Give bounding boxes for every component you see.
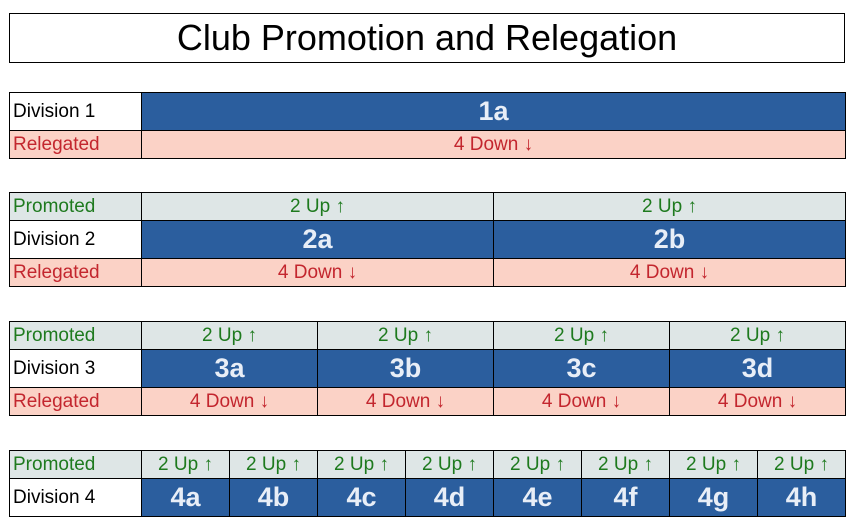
promotion-cell: 2 Up ↑ xyxy=(581,450,670,479)
promotion-cell: 2 Up ↑ xyxy=(493,192,846,221)
relegated-label: Relegated xyxy=(9,258,142,287)
league-cell-4b: 4b xyxy=(229,478,318,517)
division-label: Division 1 xyxy=(9,92,142,131)
relegation-cell: 4 Down ↓ xyxy=(141,258,494,287)
promoted-label: Promoted xyxy=(9,192,142,221)
promotion-cell: 2 Up ↑ xyxy=(757,450,846,479)
relegation-cell: 4 Down ↓ xyxy=(669,387,846,416)
promoted-label: Promoted xyxy=(9,450,142,479)
division-label: Division 2 xyxy=(9,220,142,259)
league-cell-4d: 4d xyxy=(405,478,494,517)
promotion-cell: 2 Up ↑ xyxy=(141,450,230,479)
league-cell-2b: 2b xyxy=(493,220,846,259)
page-title: Club Promotion and Relegation xyxy=(9,13,845,63)
league-cell-4c: 4c xyxy=(317,478,406,517)
league-cell-4a: 4a xyxy=(141,478,230,517)
promotion-cell: 2 Up ↑ xyxy=(405,450,494,479)
league-cell-3a: 3a xyxy=(141,349,318,388)
relegation-cell: 4 Down ↓ xyxy=(317,387,494,416)
relegation-cell: 4 Down ↓ xyxy=(141,130,846,159)
promoted-label: Promoted xyxy=(9,321,142,350)
promotion-cell: 2 Up ↑ xyxy=(317,321,494,350)
relegated-label: Relegated xyxy=(9,130,142,159)
promotion-cell: 2 Up ↑ xyxy=(317,450,406,479)
league-cell-3d: 3d xyxy=(669,349,846,388)
league-cell-1a: 1a xyxy=(141,92,846,131)
league-cell-4g: 4g xyxy=(669,478,758,517)
league-cell-4f: 4f xyxy=(581,478,670,517)
league-cell-3c: 3c xyxy=(493,349,670,388)
league-cell-3b: 3b xyxy=(317,349,494,388)
promotion-cell: 2 Up ↑ xyxy=(669,321,846,350)
league-cell-4h: 4h xyxy=(757,478,846,517)
promotion-cell: 2 Up ↑ xyxy=(669,450,758,479)
league-cell-2a: 2a xyxy=(141,220,494,259)
league-cell-4e: 4e xyxy=(493,478,582,517)
division-label: Division 4 xyxy=(9,478,142,517)
promotion-cell: 2 Up ↑ xyxy=(229,450,318,479)
relegation-cell: 4 Down ↓ xyxy=(493,387,670,416)
relegated-label: Relegated xyxy=(9,387,142,416)
relegation-cell: 4 Down ↓ xyxy=(493,258,846,287)
division-1-table: Division 1 1a Relegated 4 Down ↓ xyxy=(9,92,846,159)
promotion-cell: 2 Up ↑ xyxy=(141,192,494,221)
relegation-cell: 4 Down ↓ xyxy=(141,387,318,416)
promotion-cell: 2 Up ↑ xyxy=(493,450,582,479)
division-2-table: Promoted 2 Up ↑ 2 Up ↑ Division 2 2a 2b … xyxy=(9,192,846,287)
division-3-table: Promoted 2 Up ↑ 2 Up ↑ 2 Up ↑ 2 Up ↑ Div… xyxy=(9,321,846,416)
division-label: Division 3 xyxy=(9,349,142,388)
division-4-table: Promoted 2 Up ↑ 2 Up ↑ 2 Up ↑ 2 Up ↑ 2 U… xyxy=(9,450,846,517)
promotion-cell: 2 Up ↑ xyxy=(493,321,670,350)
promotion-cell: 2 Up ↑ xyxy=(141,321,318,350)
